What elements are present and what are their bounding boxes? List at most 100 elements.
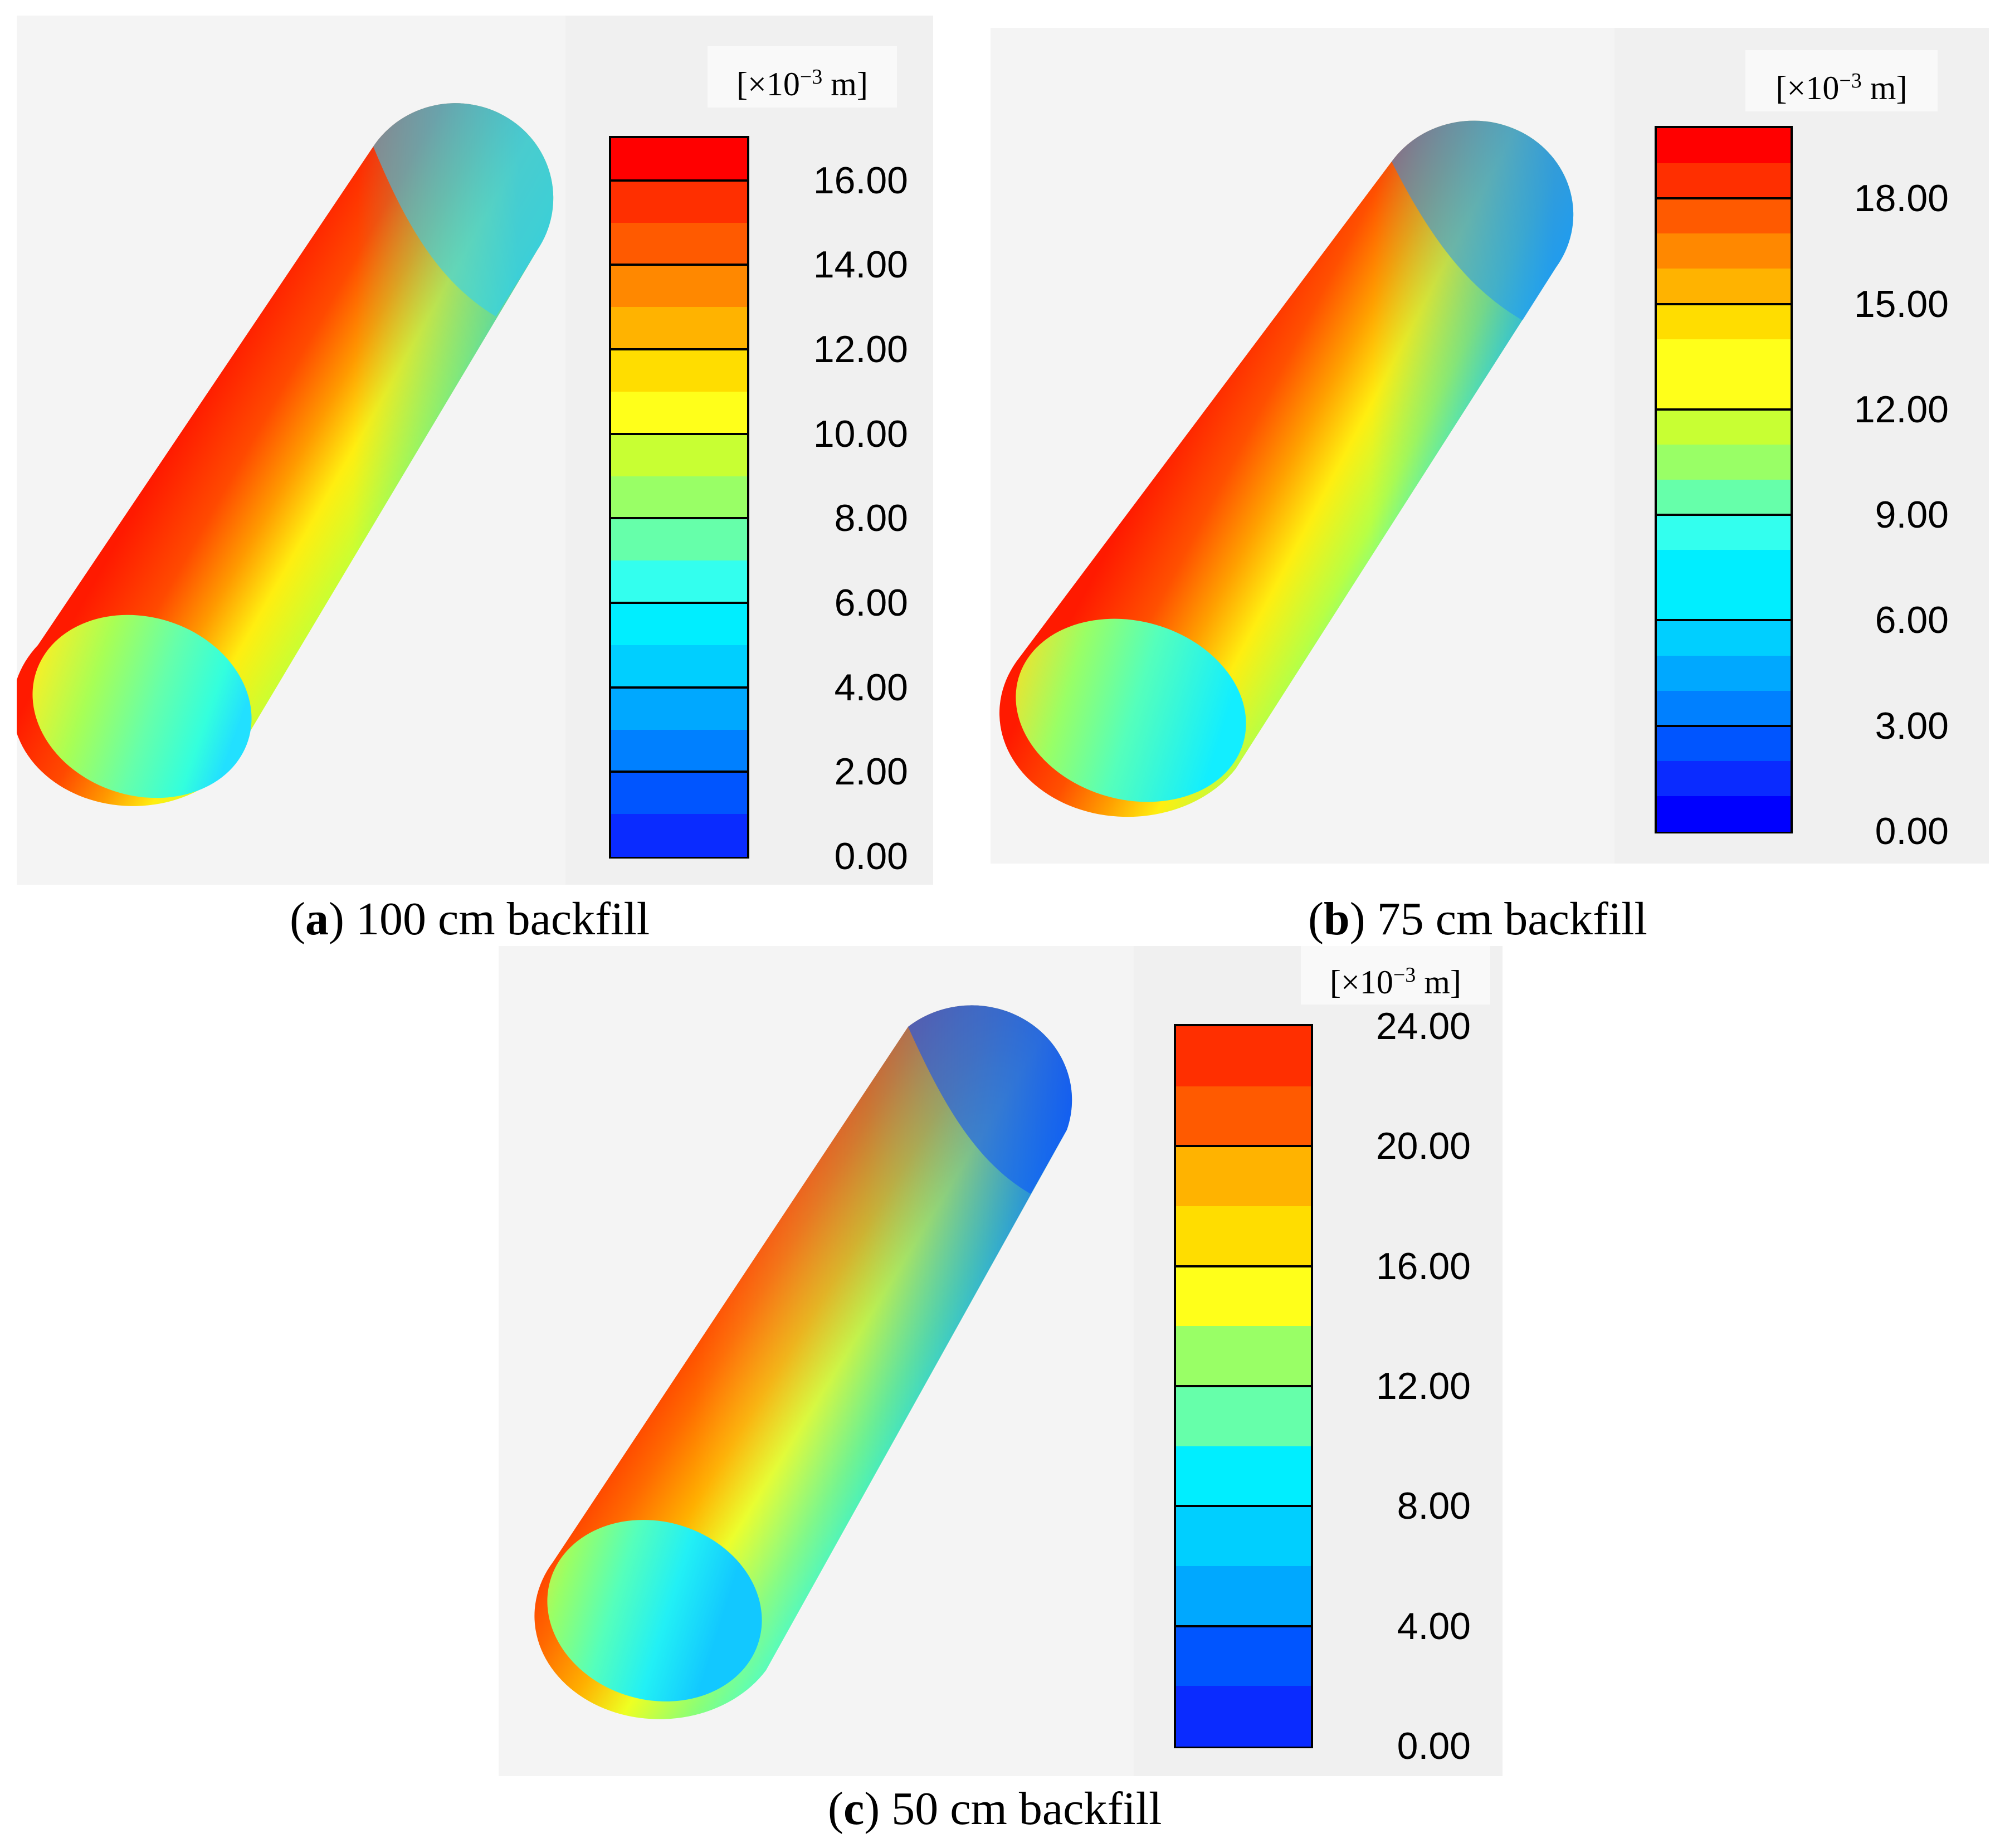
unit-exponent: −3 [1839, 69, 1862, 92]
color-band [1176, 1026, 1311, 1087]
band-boundary [1657, 514, 1791, 516]
color-band [611, 433, 747, 477]
band-boundary [611, 771, 747, 773]
cylinder-contour-b [999, 120, 1574, 817]
color-band [1657, 339, 1791, 375]
panel-c: [×10−3 m] 24.00 20.00 16.00 12.00 8.00 4.00 0.… [499, 946, 1503, 1776]
color-band [611, 222, 747, 266]
color-band [1176, 1626, 1311, 1687]
cylinder-contour-a [17, 103, 554, 806]
color-band [611, 180, 747, 223]
band-boundary [611, 686, 747, 689]
tick-label: 24.00 [1375, 1005, 1471, 1047]
tick-label: 3.00 [1875, 704, 1949, 747]
band-boundary [1657, 408, 1791, 411]
band-boundary [1657, 724, 1791, 727]
color-band [1176, 1566, 1311, 1627]
tick-label: 12.00 [813, 328, 908, 371]
color-band [611, 307, 747, 350]
color-band [1176, 1326, 1311, 1387]
tick-label: 18.00 [1853, 177, 1949, 220]
color-band [1657, 444, 1791, 480]
color-band [1657, 163, 1791, 199]
band-boundary [1176, 1385, 1311, 1387]
tick-label: 8.00 [834, 497, 908, 540]
color-band [1176, 1266, 1311, 1327]
tick-label: 15.00 [1853, 282, 1949, 325]
caption-text: 75 cm backfill [1377, 893, 1647, 945]
band-boundary [1176, 1625, 1311, 1627]
color-band [611, 772, 747, 815]
unit-label-c: [×10−3 m] [1301, 946, 1490, 1005]
color-band [1657, 515, 1791, 551]
caption-letter: b [1323, 893, 1350, 945]
color-band [1657, 374, 1791, 410]
band-boundary [611, 517, 747, 520]
color-band [1176, 1446, 1311, 1507]
tick-label: 20.00 [1375, 1125, 1471, 1168]
band-boundary [1176, 1265, 1311, 1267]
tick-label: 8.00 [1397, 1485, 1471, 1528]
band-boundary [1657, 197, 1791, 200]
color-band [1657, 796, 1791, 832]
unit-prefix: [×10 [736, 66, 800, 103]
color-band [1657, 128, 1791, 164]
band-boundary [611, 348, 747, 351]
color-band [611, 518, 747, 562]
caption-a: (a) 100 cm backfill [290, 893, 650, 945]
color-band [1176, 1086, 1311, 1147]
tick-label: 16.00 [1375, 1245, 1471, 1288]
color-band [611, 138, 747, 181]
panel-b: [×10−3 m] 18.00 15.00 12.00 9.00 6.00 3.00 0.0… [991, 28, 1989, 864]
color-band [1657, 480, 1791, 516]
color-band [1657, 690, 1791, 726]
color-band [1176, 1146, 1311, 1207]
band-boundary [1176, 1505, 1311, 1508]
unit-prefix: [×10 [1330, 964, 1393, 1001]
color-band [1657, 655, 1791, 691]
color-band [611, 265, 747, 308]
caption-b: (b) 75 cm backfill [1308, 893, 1647, 945]
color-band [1657, 233, 1791, 270]
color-scale-a [609, 136, 749, 859]
color-scale-c [1174, 1024, 1313, 1748]
band-boundary [611, 264, 747, 266]
color-band [1657, 585, 1791, 621]
tick-label: 0.00 [834, 835, 908, 877]
unit-prefix: [×10 [1775, 70, 1840, 106]
color-band [1176, 1206, 1311, 1267]
color-band [1657, 550, 1791, 586]
tick-label: 16.00 [813, 159, 908, 202]
band-boundary [1657, 303, 1791, 305]
color-band [611, 814, 747, 857]
unit-label-b: [×10−3 m] [1745, 50, 1938, 111]
tick-label: 12.00 [1375, 1365, 1471, 1407]
color-band [611, 560, 747, 604]
band-boundary [1176, 1145, 1311, 1148]
tick-label: 0.00 [1397, 1725, 1471, 1767]
unit-suffix: m] [1416, 964, 1461, 1001]
tick-label: 0.00 [1875, 810, 1949, 852]
unit-exponent: −3 [799, 65, 823, 89]
color-band [611, 391, 747, 435]
tick-label: 4.00 [834, 666, 908, 709]
tick-label: 6.00 [1875, 599, 1949, 642]
band-boundary [611, 432, 747, 435]
caption-c: (c) 50 cm backfill [828, 1783, 1162, 1835]
color-band [611, 349, 747, 392]
color-band [611, 603, 747, 646]
tick-label: 4.00 [1397, 1605, 1471, 1647]
color-band [1657, 620, 1791, 656]
color-band [1657, 409, 1791, 445]
band-boundary [611, 179, 747, 182]
color-band [1657, 304, 1791, 340]
color-scale-b [1655, 126, 1793, 833]
unit-exponent: −3 [1393, 963, 1416, 987]
tick-label: 9.00 [1875, 494, 1949, 537]
band-boundary [1657, 619, 1791, 622]
cylinder-contour-c [534, 1005, 1072, 1719]
color-band [611, 729, 747, 773]
color-band [611, 687, 747, 730]
tick-label: 12.00 [1853, 388, 1949, 431]
caption-letter: a [305, 893, 329, 945]
